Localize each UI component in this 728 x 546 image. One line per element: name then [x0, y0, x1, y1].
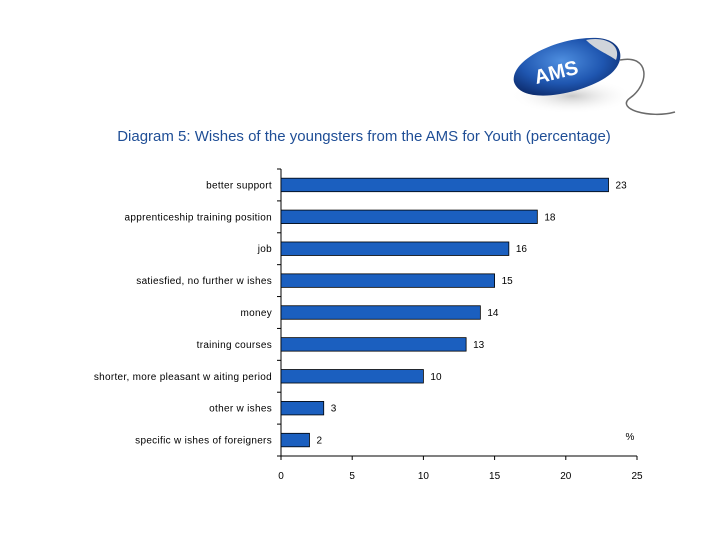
bar [280, 177, 609, 193]
category-label: other w ishes [209, 404, 272, 415]
value-label: 23 [616, 180, 628, 191]
category-label: training courses [197, 340, 272, 351]
bar [280, 241, 510, 256]
value-label: 10 [430, 372, 442, 383]
category-label: job [257, 244, 272, 255]
bar [280, 305, 481, 320]
bar [280, 432, 310, 448]
value-label: 14 [487, 308, 499, 319]
category-label: better support [206, 180, 272, 191]
bar [280, 401, 325, 416]
chart-title: Diagram 5: Wishes of the youngsters from… [117, 128, 611, 145]
value-label: 15 [502, 276, 514, 287]
category-label: satiesfied, no further w ishes [136, 276, 272, 287]
x-tick-label: 0 [278, 471, 284, 482]
bar [280, 369, 424, 384]
value-label: 2 [316, 436, 322, 447]
value-label: 18 [544, 212, 556, 223]
category-label: money [240, 308, 272, 319]
value-label: 16 [516, 244, 528, 255]
bar [280, 273, 496, 288]
category-label: shorter, more pleasant w aiting period [94, 372, 272, 383]
x-tick-label: 15 [489, 471, 501, 482]
x-tick-label: 25 [631, 471, 643, 482]
value-label: 3 [331, 404, 337, 415]
x-tick-label: 20 [560, 471, 572, 482]
value-label: 13 [473, 340, 485, 351]
bar [280, 209, 538, 224]
x-tick-label: 10 [418, 471, 430, 482]
category-label: apprenticeship training position [125, 212, 272, 223]
ams-logo: AMS [500, 14, 680, 134]
bar [280, 337, 467, 352]
unit-label: % [626, 432, 635, 443]
x-tick-label: 5 [349, 471, 355, 482]
category-label: specific w ishes of foreigners [135, 436, 272, 447]
